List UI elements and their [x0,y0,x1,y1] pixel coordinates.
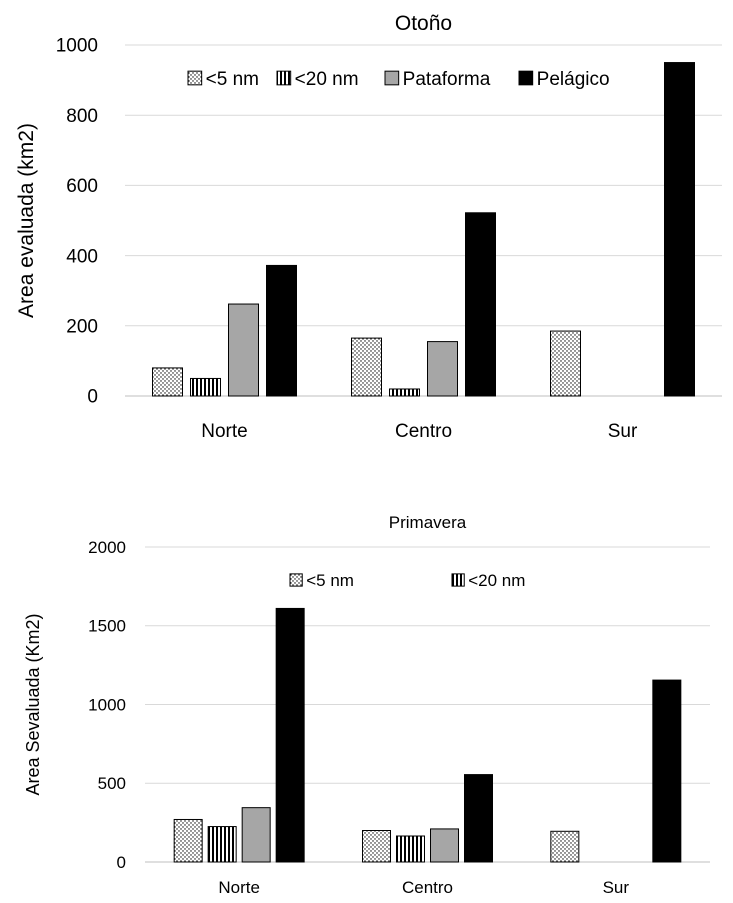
bar [362,830,391,863]
y-axis-label: Area evaluada (km2) [15,123,38,318]
y-tick-label: 0 [117,853,126,872]
legend-swatch [518,70,534,86]
legend-swatch [451,573,465,587]
legend-swatch [289,573,303,587]
y-tick-label: 1500 [88,617,126,636]
bar [173,818,203,863]
y-tick-label: 1000 [56,36,98,57]
legend-label: Pelágico [537,69,610,90]
y-tick-label: 1000 [88,695,126,714]
x-category-label: Centro [402,878,453,897]
chart-title: Otoño [395,12,452,35]
bar [266,264,297,397]
bar [652,679,682,863]
legend-label: Pataforma [403,69,491,90]
bar [351,337,382,397]
legend-swatch [276,70,292,86]
x-category-label: Centro [395,421,452,442]
bar [664,62,695,397]
y-axis-label: Area Sevaluada (Km2) [23,613,43,795]
x-category-label: Sur [603,878,630,897]
bar [396,835,425,863]
x-category-label: Norte [201,421,247,442]
bar [430,828,459,863]
bar [427,341,458,397]
y-tick-label: 500 [98,774,126,793]
y-tick-label: 2000 [88,538,126,557]
y-tick-label: 800 [66,106,98,127]
bar [389,388,420,397]
bar [550,830,580,863]
bar [465,212,496,397]
bar [190,377,221,397]
legend-swatch [384,70,400,86]
legend-swatch [187,70,203,86]
legend: <5 nm <20 nm [289,571,525,590]
legend-label: <20 nm [295,69,359,90]
x-category-label: Sur [608,421,638,442]
legend-label: <20 nm [468,571,525,590]
bar [275,607,305,863]
y-tick-label: 0 [87,387,98,408]
legend-label: <5 nm [306,571,354,590]
legend-label: <5 nm [206,69,259,90]
chart-1: 0 200 400 600 800 1000 Otoño Area evaluada (km2… [15,12,722,442]
x-category-label: Norte [218,878,260,897]
y-tick-label: 400 [66,246,98,267]
bar [207,826,237,863]
chart-2: 0 500 1000 1500 2000 Primavera Area Sevaluada … [23,513,710,897]
bar [152,367,183,397]
legend: <5 nm <20 nm Pataforma Pelágico [187,69,610,90]
y-tick-label: 600 [66,176,98,197]
chart-title: Primavera [389,513,467,532]
bar [550,330,581,397]
bar [228,303,259,397]
bar [464,774,493,863]
y-tick-label: 200 [66,316,98,337]
bar [241,807,271,863]
